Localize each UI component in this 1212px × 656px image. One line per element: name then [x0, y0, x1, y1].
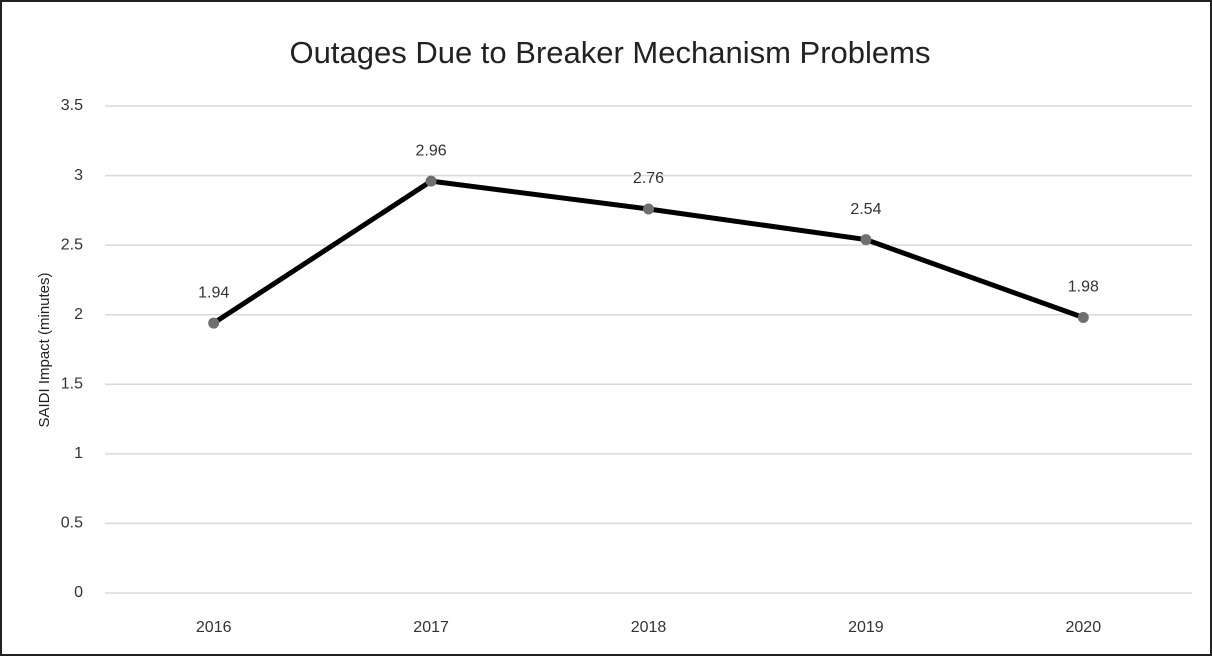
y-tick-label: 1 — [74, 445, 83, 462]
y-tick-label: 0.5 — [61, 515, 83, 532]
y-tick-label: 3 — [74, 167, 83, 184]
x-tick-label: 2018 — [631, 619, 667, 636]
data-label: 2.54 — [850, 201, 881, 218]
marker — [860, 234, 872, 246]
x-tick-label: 2016 — [196, 619, 232, 636]
y-tick-label: 0 — [74, 584, 83, 601]
y-tick-label: 3.5 — [61, 97, 83, 114]
data-label: 2.76 — [633, 170, 664, 187]
x-tick-label: 2020 — [1066, 619, 1102, 636]
x-tick-label: 2019 — [848, 619, 884, 636]
data-label: 1.94 — [198, 284, 229, 301]
marker — [643, 203, 654, 215]
data-label: 2.96 — [416, 142, 447, 159]
y-tick-label: 2 — [74, 306, 83, 323]
marker — [425, 175, 437, 187]
chart-title: Outages Due to Breaker Mechanism Problem… — [290, 35, 931, 70]
data-label: 1.98 — [1068, 279, 1099, 296]
marker — [208, 317, 220, 329]
y-tick-label: 1.5 — [61, 376, 83, 393]
y-axis-label: SAIDI Impact (minutes) — [36, 272, 53, 427]
marker — [1077, 311, 1089, 323]
y-tick-label: 2.5 — [61, 236, 83, 253]
x-tick-label: 2017 — [413, 619, 449, 636]
